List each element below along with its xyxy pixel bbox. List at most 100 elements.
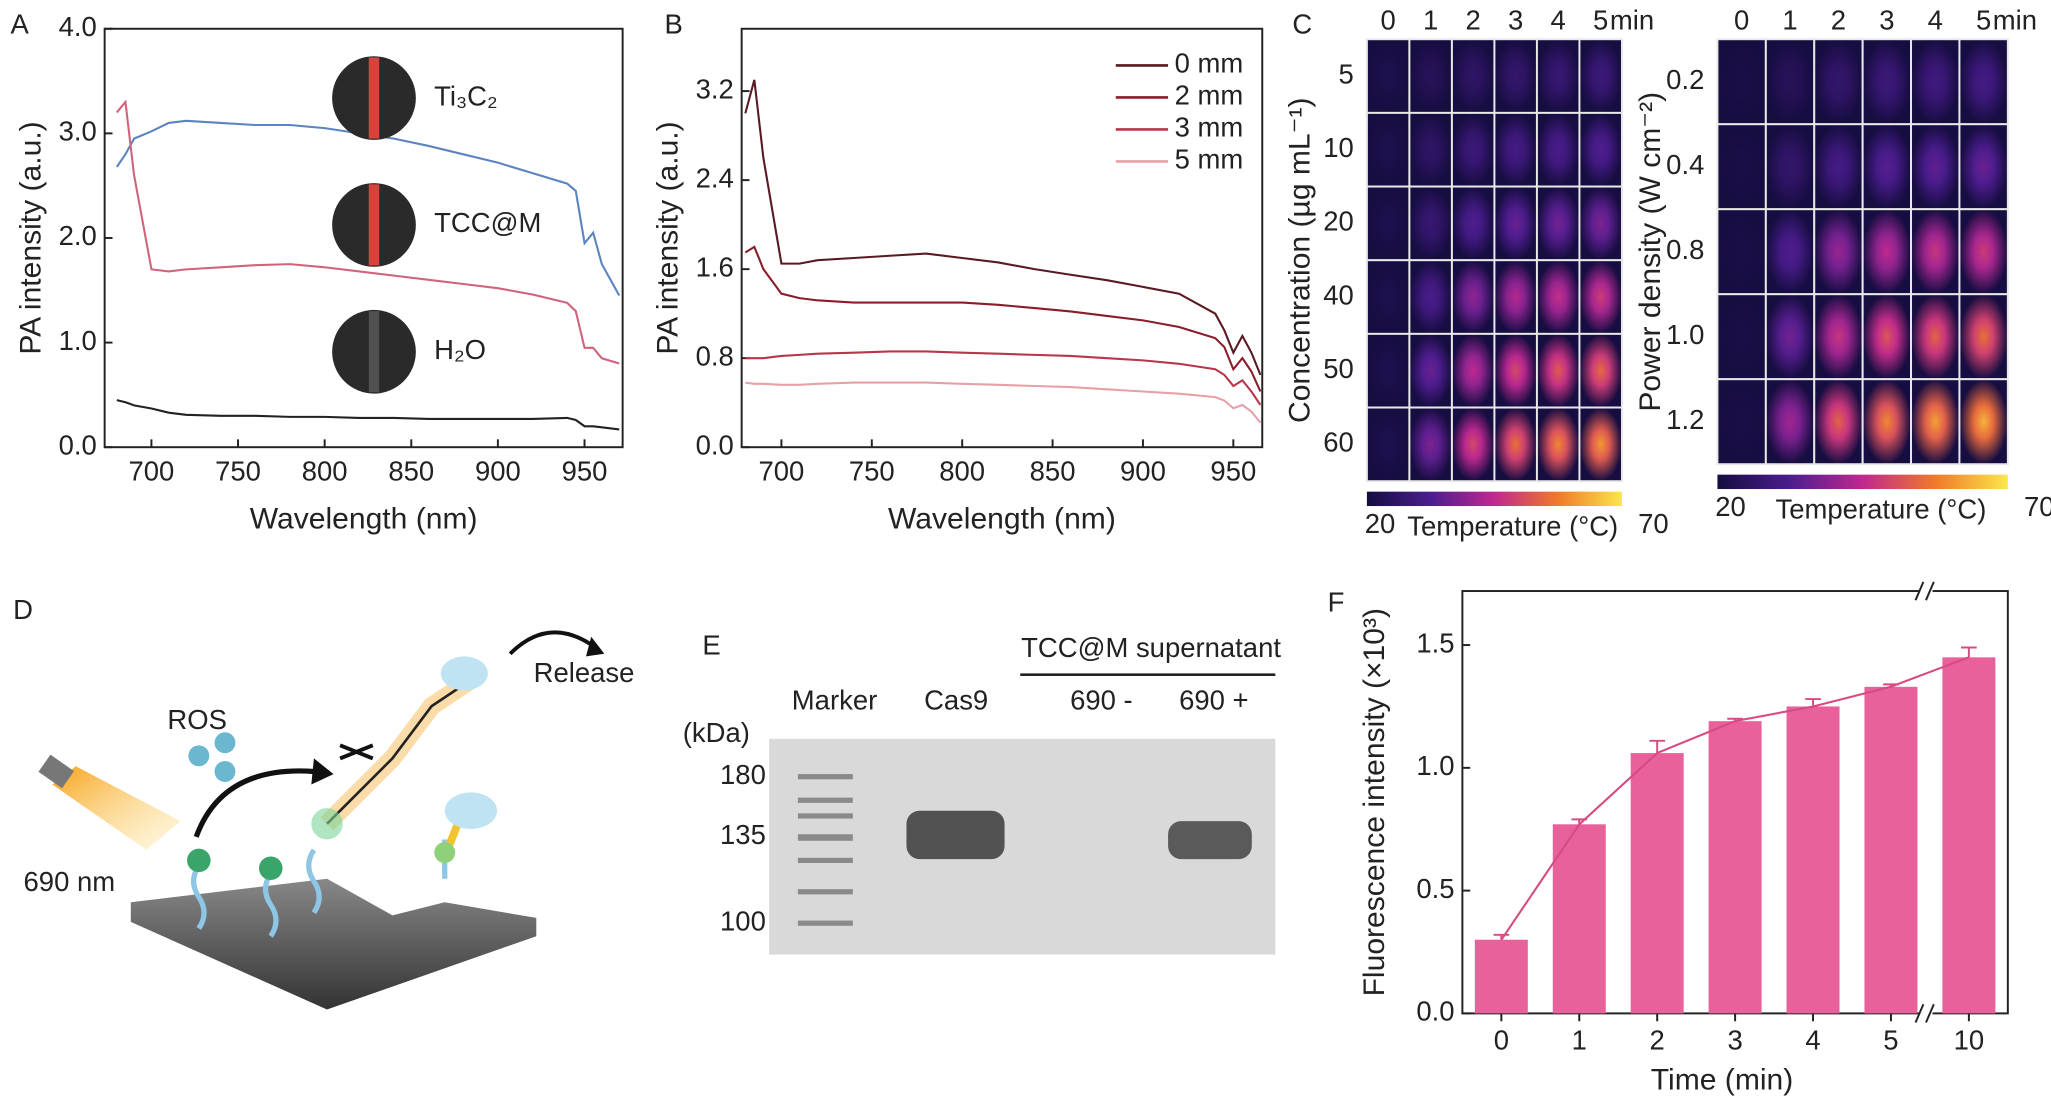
heatmap-cell [1535,259,1581,335]
x-axis-label: Time (min) [1651,1063,1794,1096]
heatmap-cell [1450,185,1496,262]
lane-label: Marker [792,684,877,715]
column-label: 3 [1879,4,1894,35]
legend-label: 3 mm [1175,112,1244,143]
lamp [38,754,75,789]
column-label: 3 [1508,4,1523,35]
panel-letter: B [664,8,682,39]
marker-band [797,834,853,841]
arrow [193,768,315,838]
lane-label: Cas9 [924,684,988,715]
legend-label: 2 mm [1175,80,1244,111]
legend-label: TCC@M [434,207,541,238]
column-label: 5 [1976,4,1991,35]
y-tick-label: 0.0 [1416,996,1454,1027]
panel-letter: D [13,594,33,625]
x-tick-label: 0 [1494,1024,1509,1055]
colorbar-max: 70 [1638,508,1669,539]
column-label: 4 [1551,4,1566,35]
heatmap-cell [1365,38,1411,114]
heatmap-cell [1578,38,1623,114]
bar-chart: 0.0 0.5 1.0 1.5 0 1 2 3 4 5 10 Time (min) Fluorescen… [1328,581,2009,1096]
y-tick-label: 3.2 [696,73,734,104]
y-tick-label: 1.0 [1416,750,1454,781]
x-tick-label: 2 [1650,1024,1665,1055]
heatmap-cell [1910,123,1961,211]
plot-frame [740,27,1264,449]
x-tick-label: 950 [562,456,608,487]
heatmap-cell [1910,38,1961,126]
heatmap-cell [1861,208,1913,296]
bar [1864,686,1918,1014]
heatmap-cell [1958,208,2009,296]
linker [190,864,207,930]
legend-label: H₂O [434,334,486,365]
y-tick-label: 4.0 [59,11,97,42]
column-label: 4 [1928,4,1943,35]
ros-sphere [214,732,236,754]
marker-band [797,813,853,819]
heatmap-cell [1861,378,1913,466]
marker-band [797,920,853,926]
heatmap-cell [1365,332,1411,409]
arrow [508,630,597,656]
molecule [326,678,472,825]
y-axis-label: Fluorescence intensity (×10³) [1358,608,1391,996]
ros-label: ROS [167,704,227,735]
y-tick-label: 1.0 [59,325,97,356]
gel-header: TCC@M supernatant [1021,632,1281,663]
panel-letter: A [10,8,29,39]
heatmap-cell [1365,259,1411,335]
light-beam [52,766,181,850]
x-tick-label: 750 [215,456,261,487]
legend-label: Ti₃C₂ [434,80,498,111]
error-bar [1805,698,1821,707]
heatmap-cell [1365,111,1411,188]
y-tick-label: 0.0 [696,429,734,460]
heatmap-cell [1813,123,1864,211]
series-line [116,99,620,365]
arrow-head [586,636,605,657]
axis-break [1914,581,1935,601]
y-tick-label: 0.0 [59,429,97,460]
lane-label: 690 - [1070,684,1133,715]
inset-stripe [368,311,380,393]
axis-break-gap [1919,587,1933,595]
heatmap-cell [1578,332,1623,409]
series-line [745,350,1262,406]
heatmap-cell [1813,208,1864,296]
column-label: 1 [1782,4,1797,35]
release-band [1168,821,1252,860]
row-label: 10 [1323,132,1354,163]
x-tick-label: 700 [129,456,175,487]
y-tick-label: 3.0 [59,116,97,147]
heatmap-cell [1408,38,1453,114]
unit-label: (kDa) [683,717,750,748]
heatmap-cell [1764,208,1816,296]
marker-band [797,857,853,864]
x-tick-label: 850 [388,456,434,487]
column-label: 0 [1381,4,1396,35]
heatmap-cell [1716,208,1767,296]
heatmap-cell [1764,38,1816,126]
marker-bands [797,774,853,926]
trend-line [1500,656,1970,941]
heatmap-cell [1958,378,2009,466]
marker-size: 100 [720,905,766,936]
cargo [444,792,498,830]
series-line [116,399,620,431]
heatmap-cell [1450,38,1496,114]
photosensitizer [434,842,456,864]
heatmap-cell [1578,185,1623,262]
y-tick-label: 2.0 [59,220,97,251]
sheet [130,878,537,1010]
bar [1942,657,1996,1014]
heatmap-cell [1861,293,1913,381]
ros-sphere [188,745,210,767]
y-tick-label: 1.6 [696,251,734,282]
heatmap-cell [1716,378,1767,466]
error-bar [1649,739,1666,754]
x-tick-label: 700 [759,456,805,487]
